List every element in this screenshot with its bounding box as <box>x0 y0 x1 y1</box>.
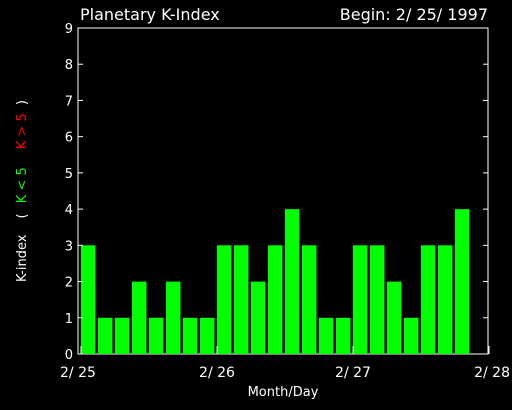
x-axis-label: Month/Day <box>248 385 319 400</box>
bar <box>285 209 300 354</box>
y-axis-label-open: ( <box>15 213 30 218</box>
y-axis-label: K-index ( K < 5 K > 5 ) <box>15 100 30 282</box>
y-tick-label: 7 <box>65 94 73 109</box>
bar <box>370 245 385 354</box>
bar <box>149 317 164 354</box>
plot-frame <box>77 27 489 355</box>
bar <box>81 245 96 354</box>
y-axis-label-low: K < 5 <box>15 167 30 203</box>
x-tick-label: 2/ 27 <box>335 365 371 381</box>
bar <box>132 281 147 354</box>
y-axis-label-close: ) <box>15 100 30 105</box>
bar <box>455 209 470 354</box>
bar <box>404 317 419 354</box>
y-tick-label: 0 <box>65 348 73 363</box>
bar <box>268 245 283 354</box>
y-tick-label: 9 <box>65 22 73 37</box>
bar <box>217 245 232 354</box>
y-axis-label-high: K > 5 <box>15 113 30 149</box>
bar <box>200 317 215 354</box>
bar <box>183 317 198 354</box>
bar <box>353 245 368 354</box>
y-tick-label: 3 <box>65 239 73 254</box>
bars-group <box>81 209 470 354</box>
y-tick-label: 1 <box>65 312 73 327</box>
y-tick-label: 8 <box>65 58 73 73</box>
bar <box>234 245 249 354</box>
bar <box>98 317 113 354</box>
bar <box>319 317 334 354</box>
y-tick-label: 4 <box>65 203 73 218</box>
bar <box>251 281 266 354</box>
y-tick-label: 2 <box>65 276 73 291</box>
y-axis-label-prefix: K-index <box>15 234 30 282</box>
bar <box>336 317 351 354</box>
x-axis: 2/ 25 2/ 26 2/ 27 2/ 28 <box>60 346 510 381</box>
y-tick-label: 5 <box>65 167 73 182</box>
y-axis: 0 1 2 3 4 5 6 7 8 9 <box>65 22 488 363</box>
chart-title: Planetary K-Index <box>80 5 220 24</box>
x-tick-label: 2/ 25 <box>60 365 96 381</box>
bar <box>387 281 402 354</box>
bar <box>421 245 436 354</box>
x-tick-label: 2/ 28 <box>474 365 510 381</box>
bar <box>438 245 453 354</box>
bar <box>166 281 181 354</box>
begin-date: Begin: 2/ 25/ 1997 <box>340 5 488 24</box>
x-tick-label: 2/ 26 <box>199 365 235 381</box>
bar <box>115 317 130 354</box>
y-tick-label: 6 <box>65 131 73 146</box>
bar <box>302 245 317 354</box>
